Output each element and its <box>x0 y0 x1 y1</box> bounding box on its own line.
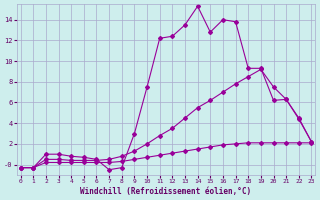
X-axis label: Windchill (Refroidissement éolien,°C): Windchill (Refroidissement éolien,°C) <box>80 187 252 196</box>
